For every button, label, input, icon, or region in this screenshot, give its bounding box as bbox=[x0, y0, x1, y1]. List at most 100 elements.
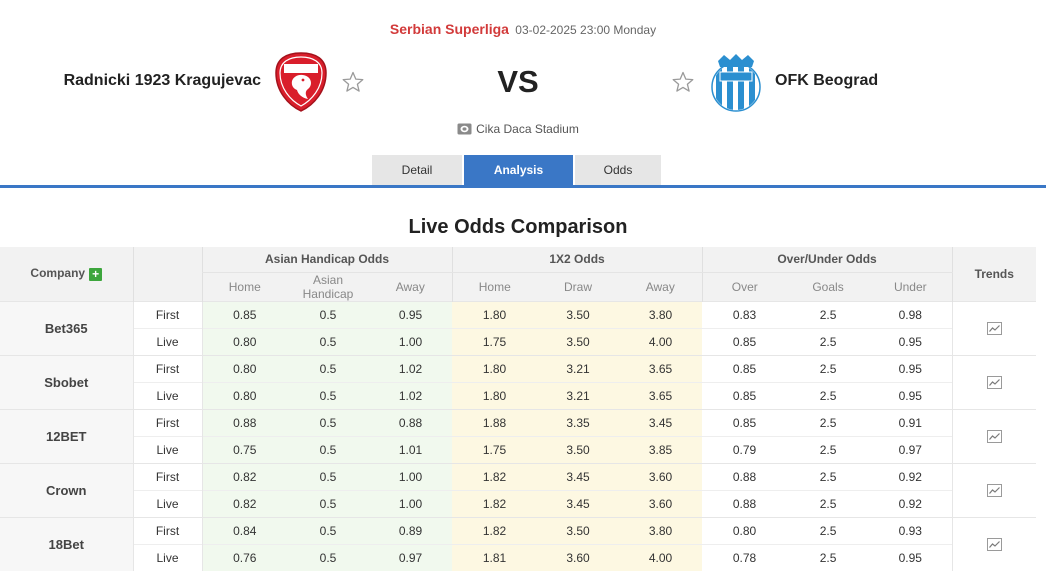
1x2-draw-odds[interactable]: 3.50 bbox=[537, 300, 620, 328]
1x2-away-odds[interactable]: 3.85 bbox=[619, 435, 703, 463]
tab-analysis[interactable]: Analysis bbox=[464, 155, 573, 186]
1x2-away-odds[interactable]: 4.00 bbox=[619, 327, 703, 355]
1x2-draw-odds[interactable]: 3.60 bbox=[537, 543, 620, 571]
ou-over-odds[interactable]: 0.85 bbox=[702, 381, 788, 409]
home-team-name[interactable]: Radnicki 1923 Kragujevac bbox=[63, 72, 261, 89]
1x2-draw-odds[interactable]: 3.45 bbox=[537, 489, 620, 517]
ou-under-odds[interactable]: 0.95 bbox=[869, 543, 953, 571]
ou-goals-odds[interactable]: 2.5 bbox=[787, 408, 870, 436]
ou-goals-odds[interactable]: 2.5 bbox=[787, 300, 870, 328]
ou-goals-odds[interactable]: 2.5 bbox=[787, 489, 870, 517]
favorite-home-star-icon[interactable] bbox=[341, 70, 365, 94]
1x2-home-odds[interactable]: 1.75 bbox=[452, 435, 538, 463]
ah-handicap-odds[interactable]: 0.5 bbox=[287, 381, 369, 409]
ou-under-odds[interactable]: 0.98 bbox=[869, 300, 953, 328]
ou-over-odds[interactable]: 0.85 bbox=[702, 354, 788, 382]
1x2-away-odds[interactable]: 3.60 bbox=[619, 489, 703, 517]
ah-handicap-odds[interactable]: 0.5 bbox=[287, 327, 369, 355]
ah-handicap-odds[interactable]: 0.5 bbox=[287, 462, 369, 490]
1x2-home-odds[interactable]: 1.82 bbox=[452, 462, 538, 490]
ah-away-odds[interactable]: 0.95 bbox=[369, 300, 453, 328]
ah-handicap-odds[interactable]: 0.5 bbox=[287, 489, 369, 517]
ou-under-odds[interactable]: 0.92 bbox=[869, 489, 953, 517]
ou-goals-odds[interactable]: 2.5 bbox=[787, 516, 870, 544]
1x2-draw-odds[interactable]: 3.50 bbox=[537, 327, 620, 355]
trend-button[interactable] bbox=[951, 516, 1037, 571]
ah-home-odds[interactable]: 0.85 bbox=[202, 300, 287, 328]
ou-goals-odds[interactable]: 2.5 bbox=[787, 435, 870, 463]
ou-over-odds[interactable]: 0.88 bbox=[702, 462, 788, 490]
ah-handicap-odds[interactable]: 0.5 bbox=[287, 516, 369, 544]
ou-goals-odds[interactable]: 2.5 bbox=[787, 381, 870, 409]
ah-home-odds[interactable]: 0.80 bbox=[202, 354, 287, 382]
ou-over-odds[interactable]: 0.85 bbox=[702, 408, 788, 436]
ah-away-odds[interactable]: 0.88 bbox=[369, 408, 453, 436]
ah-home-odds[interactable]: 0.82 bbox=[202, 489, 287, 517]
1x2-home-odds[interactable]: 1.80 bbox=[452, 381, 538, 409]
ou-over-odds[interactable]: 0.79 bbox=[702, 435, 788, 463]
ou-under-odds[interactable]: 0.95 bbox=[869, 354, 953, 382]
ah-home-odds[interactable]: 0.80 bbox=[202, 381, 287, 409]
ah-handicap-odds[interactable]: 0.5 bbox=[287, 354, 369, 382]
trend-button[interactable] bbox=[951, 408, 1037, 463]
ou-over-odds[interactable]: 0.83 bbox=[702, 300, 788, 328]
1x2-away-odds[interactable]: 3.80 bbox=[619, 516, 703, 544]
1x2-draw-odds[interactable]: 3.50 bbox=[537, 516, 620, 544]
tab-detail[interactable]: Detail bbox=[372, 155, 462, 186]
1x2-home-odds[interactable]: 1.80 bbox=[452, 300, 538, 328]
1x2-draw-odds[interactable]: 3.21 bbox=[537, 354, 620, 382]
ou-under-odds[interactable]: 0.93 bbox=[869, 516, 953, 544]
ou-goals-odds[interactable]: 2.5 bbox=[787, 354, 870, 382]
trend-button[interactable] bbox=[951, 354, 1037, 409]
ah-away-odds[interactable]: 1.02 bbox=[369, 354, 453, 382]
1x2-draw-odds[interactable]: 3.45 bbox=[537, 462, 620, 490]
ah-away-odds[interactable]: 0.97 bbox=[369, 543, 453, 571]
ah-home-odds[interactable]: 0.80 bbox=[202, 327, 287, 355]
company-name[interactable]: Bet365 bbox=[0, 300, 134, 355]
ou-under-odds[interactable]: 0.95 bbox=[869, 327, 953, 355]
add-company-plus-icon[interactable]: + bbox=[89, 268, 103, 282]
company-name[interactable]: 18Bet bbox=[0, 516, 134, 571]
1x2-home-odds[interactable]: 1.82 bbox=[452, 489, 538, 517]
tab-odds[interactable]: Odds bbox=[575, 155, 661, 186]
favorite-away-star-icon[interactable] bbox=[671, 70, 695, 94]
ou-under-odds[interactable]: 0.97 bbox=[869, 435, 953, 463]
ah-handicap-odds[interactable]: 0.5 bbox=[287, 300, 369, 328]
ah-handicap-odds[interactable]: 0.5 bbox=[287, 435, 369, 463]
home-team-logo[interactable] bbox=[272, 51, 330, 113]
1x2-home-odds[interactable]: 1.88 bbox=[452, 408, 538, 436]
ah-away-odds[interactable]: 1.00 bbox=[369, 489, 453, 517]
company-name[interactable]: 12BET bbox=[0, 408, 134, 463]
ah-away-odds[interactable]: 1.01 bbox=[369, 435, 453, 463]
trend-button[interactable] bbox=[951, 462, 1037, 517]
ou-over-odds[interactable]: 0.78 bbox=[702, 543, 788, 571]
1x2-away-odds[interactable]: 3.65 bbox=[619, 381, 703, 409]
ou-over-odds[interactable]: 0.88 bbox=[702, 489, 788, 517]
ou-over-odds[interactable]: 0.80 bbox=[702, 516, 788, 544]
company-name[interactable]: Sbobet bbox=[0, 354, 134, 409]
away-team-logo[interactable] bbox=[708, 51, 764, 113]
ou-under-odds[interactable]: 0.91 bbox=[869, 408, 953, 436]
ah-handicap-odds[interactable]: 0.5 bbox=[287, 543, 369, 571]
1x2-away-odds[interactable]: 3.80 bbox=[619, 300, 703, 328]
ah-away-odds[interactable]: 0.89 bbox=[369, 516, 453, 544]
ah-handicap-odds[interactable]: 0.5 bbox=[287, 408, 369, 436]
ou-goals-odds[interactable]: 2.5 bbox=[787, 327, 870, 355]
1x2-away-odds[interactable]: 4.00 bbox=[619, 543, 703, 571]
1x2-draw-odds[interactable]: 3.50 bbox=[537, 435, 620, 463]
ou-over-odds[interactable]: 0.85 bbox=[702, 327, 788, 355]
1x2-home-odds[interactable]: 1.82 bbox=[452, 516, 538, 544]
ah-home-odds[interactable]: 0.82 bbox=[202, 462, 287, 490]
company-name[interactable]: Crown bbox=[0, 462, 134, 517]
ou-under-odds[interactable]: 0.92 bbox=[869, 462, 953, 490]
trend-button[interactable] bbox=[951, 300, 1037, 355]
ah-home-odds[interactable]: 0.84 bbox=[202, 516, 287, 544]
1x2-away-odds[interactable]: 3.45 bbox=[619, 408, 703, 436]
1x2-home-odds[interactable]: 1.81 bbox=[452, 543, 538, 571]
1x2-draw-odds[interactable]: 3.21 bbox=[537, 381, 620, 409]
1x2-draw-odds[interactable]: 3.35 bbox=[537, 408, 620, 436]
ah-away-odds[interactable]: 1.00 bbox=[369, 327, 453, 355]
ou-goals-odds[interactable]: 2.5 bbox=[787, 543, 870, 571]
1x2-home-odds[interactable]: 1.80 bbox=[452, 354, 538, 382]
1x2-away-odds[interactable]: 3.65 bbox=[619, 354, 703, 382]
